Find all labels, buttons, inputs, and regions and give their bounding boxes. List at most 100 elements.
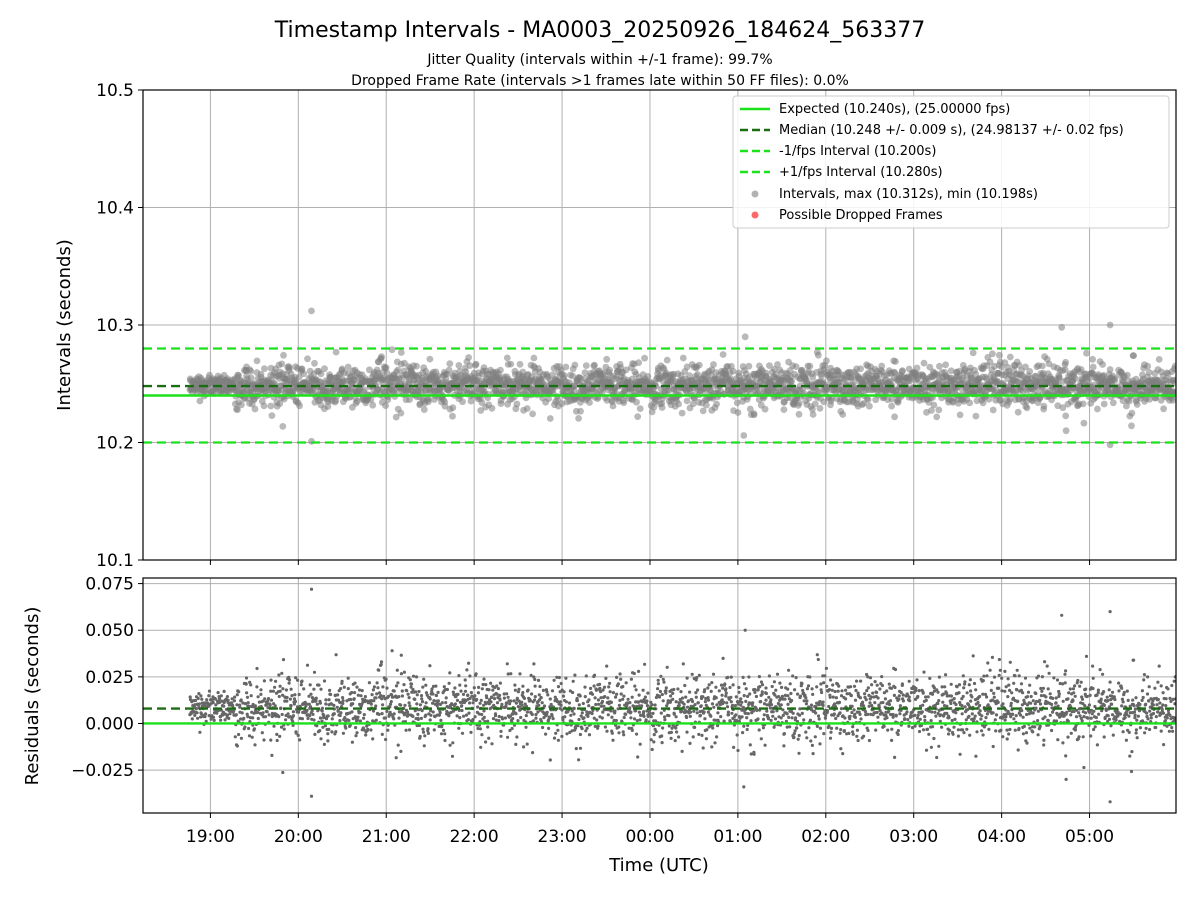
residual-point	[569, 713, 573, 717]
residual-point	[332, 703, 336, 708]
interval-point	[947, 367, 955, 375]
residual-point	[318, 729, 322, 733]
residual-point	[609, 709, 613, 713]
residual-point	[775, 672, 780, 676]
residual-point	[720, 693, 724, 697]
residual-point	[415, 702, 419, 706]
residual-point	[824, 713, 828, 718]
residual-point	[831, 683, 835, 687]
residual-point	[671, 691, 675, 696]
interval-point	[1172, 376, 1176, 384]
residual-point	[873, 680, 877, 684]
residual-point	[679, 690, 683, 694]
residual-point	[284, 718, 288, 722]
residual-point	[739, 703, 743, 707]
residual-point	[487, 688, 491, 692]
interval-point	[1054, 402, 1062, 410]
interval-point	[699, 407, 707, 415]
interval-point	[251, 405, 259, 413]
residual-point	[274, 679, 278, 683]
residual-point	[809, 739, 813, 743]
residual-point	[848, 717, 852, 721]
residual-point	[289, 687, 293, 691]
residual-point	[476, 726, 480, 731]
residual-point	[243, 725, 247, 729]
residual-point	[654, 730, 658, 734]
residual-point	[576, 724, 580, 728]
residual-point	[703, 717, 707, 721]
interval-point	[878, 362, 886, 370]
residual-point	[419, 716, 423, 721]
residual-point	[766, 716, 771, 720]
residual-point	[688, 690, 692, 694]
residual-point	[578, 732, 583, 737]
residual-point	[664, 691, 668, 695]
interval-point	[634, 413, 642, 420]
residual-point	[194, 707, 198, 711]
residual-point	[541, 725, 545, 730]
residual-point	[640, 704, 644, 708]
residual-point	[714, 696, 718, 700]
residual-point	[577, 703, 581, 707]
residual-point	[858, 696, 863, 700]
residual-point	[733, 704, 738, 708]
residual-point	[324, 717, 329, 721]
residual-point	[705, 728, 709, 732]
residual-point	[567, 701, 572, 705]
interval-point	[253, 357, 261, 365]
residual-point	[764, 691, 769, 696]
residual-point	[482, 677, 486, 681]
residual-point	[371, 709, 376, 713]
residual-point	[198, 730, 202, 734]
interval-point	[449, 412, 456, 420]
residual-point	[444, 701, 448, 705]
residual-point	[468, 696, 472, 701]
residual-point	[865, 689, 869, 693]
residual-point	[866, 728, 870, 733]
residual-point	[383, 716, 387, 720]
interval-point	[497, 366, 504, 374]
interval-point	[1062, 358, 1069, 366]
residual-point	[419, 694, 424, 698]
residual-point	[211, 715, 216, 719]
residual-point	[550, 714, 554, 718]
residual-point	[512, 699, 516, 703]
residual-point	[578, 746, 583, 750]
residual-point	[810, 687, 814, 691]
residual-point	[686, 705, 690, 709]
residual-point	[534, 713, 538, 717]
chart-title: Timestamp Intervals - MA0003_20250926_18…	[274, 18, 925, 43]
residual-point	[678, 697, 682, 702]
residual-point	[256, 716, 260, 721]
residual-point	[829, 678, 833, 682]
residual-point	[344, 726, 348, 730]
residual-point	[652, 740, 656, 744]
residual-point	[722, 700, 726, 704]
residual-point	[741, 705, 746, 710]
residual-point	[537, 693, 541, 697]
residual-point	[509, 699, 513, 703]
residual-point	[767, 695, 771, 699]
interval-point	[809, 411, 817, 418]
residual-point	[682, 702, 686, 706]
interval-point	[344, 363, 352, 371]
residual-point	[697, 673, 701, 677]
residual-point	[805, 687, 810, 691]
residual-point	[377, 668, 381, 672]
interval-point	[1080, 419, 1088, 427]
residual-point	[489, 681, 493, 685]
residual-point	[287, 678, 292, 682]
residual-point	[605, 729, 609, 733]
residual-point	[432, 728, 436, 732]
residual-point	[761, 726, 766, 730]
residual-point	[851, 730, 855, 734]
residual-point	[856, 738, 860, 743]
residual-point	[404, 728, 408, 732]
residual-point	[421, 727, 425, 731]
residual-point	[482, 709, 486, 713]
residual-point	[431, 692, 435, 696]
residual-point	[471, 717, 475, 722]
residual-point	[852, 708, 856, 712]
residual-point	[601, 710, 605, 714]
interval-point	[892, 358, 899, 365]
